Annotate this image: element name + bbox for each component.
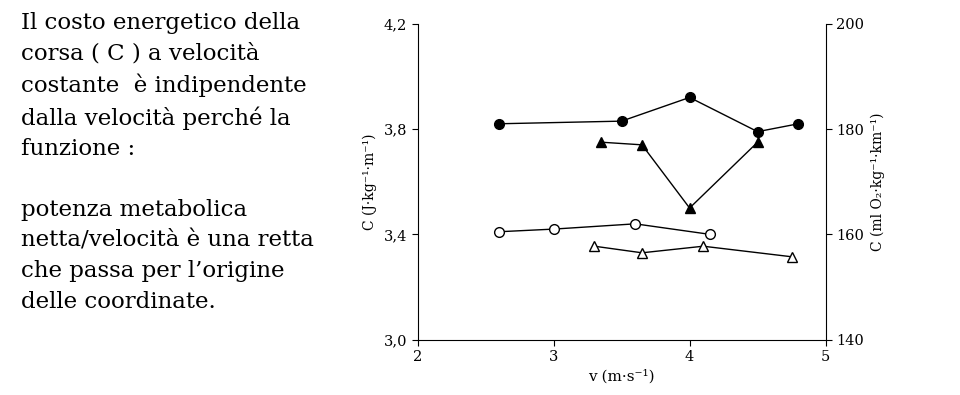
Y-axis label: C (J·kg⁻¹·m⁻¹): C (J·kg⁻¹·m⁻¹) xyxy=(362,134,376,230)
Text: Il costo energetico della
corsa ( C ) a velocità
costante  è indipendente
dalla : Il costo energetico della corsa ( C ) a … xyxy=(21,12,314,313)
Y-axis label: C (ml O₂·kg⁻¹·km⁻¹): C (ml O₂·kg⁻¹·km⁻¹) xyxy=(871,113,885,251)
X-axis label: v (m·s⁻¹): v (m·s⁻¹) xyxy=(588,370,655,384)
